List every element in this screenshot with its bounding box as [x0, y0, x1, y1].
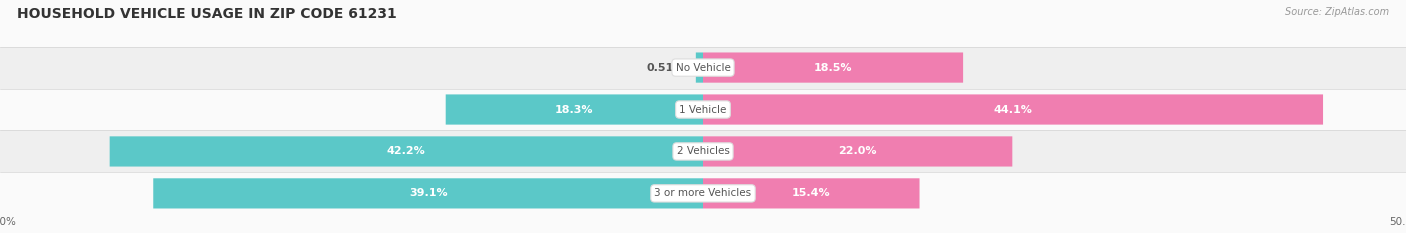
- Bar: [110, 136, 703, 167]
- Bar: [0, 47, 1406, 89]
- Text: Source: ZipAtlas.com: Source: ZipAtlas.com: [1285, 7, 1389, 17]
- Bar: [703, 136, 1012, 167]
- Text: 42.2%: 42.2%: [387, 147, 426, 156]
- Bar: [0, 89, 1406, 130]
- Bar: [0, 172, 1406, 214]
- Bar: [703, 178, 920, 209]
- Bar: [446, 94, 703, 125]
- Bar: [703, 94, 1323, 125]
- Bar: [153, 178, 703, 209]
- Text: 44.1%: 44.1%: [994, 105, 1032, 114]
- Bar: [696, 52, 703, 83]
- Text: 18.3%: 18.3%: [555, 105, 593, 114]
- Bar: [703, 52, 963, 83]
- Bar: [0, 130, 1406, 172]
- Text: 18.5%: 18.5%: [814, 63, 852, 72]
- Text: 0.51%: 0.51%: [647, 63, 685, 72]
- Text: 39.1%: 39.1%: [409, 188, 447, 198]
- Text: No Vehicle: No Vehicle: [675, 63, 731, 72]
- Text: HOUSEHOLD VEHICLE USAGE IN ZIP CODE 61231: HOUSEHOLD VEHICLE USAGE IN ZIP CODE 6123…: [17, 7, 396, 21]
- Text: 2 Vehicles: 2 Vehicles: [676, 147, 730, 156]
- Text: 22.0%: 22.0%: [838, 147, 877, 156]
- Text: 1 Vehicle: 1 Vehicle: [679, 105, 727, 114]
- Text: 3 or more Vehicles: 3 or more Vehicles: [654, 188, 752, 198]
- Text: 15.4%: 15.4%: [792, 188, 831, 198]
